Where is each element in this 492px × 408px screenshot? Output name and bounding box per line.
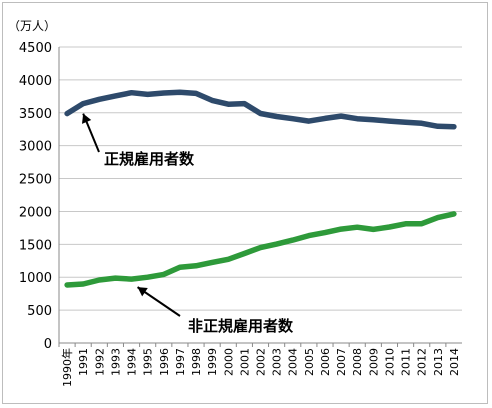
y-tick-label: 1000: [19, 271, 52, 286]
data-point: [420, 222, 424, 226]
data-point: [307, 234, 311, 238]
x-tick-label: 1992: [93, 348, 106, 376]
x-tick-label: 2009: [367, 348, 380, 376]
gridlines: [59, 46, 462, 344]
data-point: [355, 117, 359, 121]
x-tick-label: 1998: [190, 348, 203, 376]
data-point: [97, 278, 101, 282]
data-point: [97, 97, 101, 101]
x-tick-label: 2012: [416, 348, 429, 376]
x-tick-label: 2004: [287, 348, 300, 376]
data-point: [178, 265, 182, 269]
x-axis: 1990年 1991 1992 1993 1994 1995 1996 1997 1998 199…: [58, 342, 462, 387]
data-point: [387, 119, 391, 123]
y-axis: 0 500 1000 1500 2000 2500 3000 3500 4000 4500: [19, 41, 60, 352]
data-point: [355, 225, 359, 229]
data-point: [65, 112, 69, 116]
data-point: [323, 231, 327, 235]
data-point: [242, 102, 246, 106]
y-tick-label: 3500: [19, 107, 52, 122]
x-tick-label: 2005: [303, 348, 316, 376]
data-point: [404, 120, 408, 124]
x-tick-label: 1994: [126, 348, 139, 376]
data-point: [436, 124, 440, 128]
x-tick-label: 2014: [448, 348, 461, 376]
y-unit-label: （万人）: [8, 19, 56, 33]
x-tick-label: 2006: [319, 348, 332, 376]
data-point: [307, 119, 311, 123]
data-point: [194, 91, 198, 95]
annotation-arrowhead: [81, 113, 92, 124]
data-point: [259, 112, 262, 116]
data-point: [113, 94, 117, 98]
y-tick-label: 4500: [19, 41, 52, 56]
x-tick-label: 2002: [255, 348, 268, 376]
data-point: [146, 275, 150, 279]
series-lines: [64, 89, 457, 288]
data-point: [162, 272, 166, 276]
x-tick-label: 2010: [383, 348, 396, 376]
x-tick-label: 1997: [174, 348, 187, 376]
data-point: [81, 282, 85, 286]
data-point: [323, 116, 327, 120]
data-point: [130, 277, 134, 281]
data-point: [387, 225, 391, 229]
series-line-0: [64, 89, 457, 130]
y-tick-label: 0: [44, 337, 52, 352]
data-point: [226, 102, 230, 106]
x-tick-label: 2001: [238, 348, 251, 376]
data-point: [371, 118, 375, 122]
series-line-1: [64, 211, 457, 288]
data-point: [339, 227, 343, 231]
annotation-label: 非正規雇用者数: [188, 317, 294, 335]
x-tick-label: 2000: [222, 348, 235, 376]
x-tick-label: 1999: [206, 348, 219, 376]
x-tick-label: 1993: [109, 348, 122, 376]
data-point: [420, 121, 424, 125]
data-point: [339, 114, 343, 118]
data-point: [436, 216, 440, 220]
data-point: [242, 252, 246, 256]
x-tick-label: 2007: [335, 348, 348, 376]
data-point: [113, 276, 117, 280]
y-tick-label: 2500: [19, 173, 52, 188]
data-point: [81, 102, 85, 106]
x-tick-label: 1991: [77, 348, 90, 376]
annotation-label: 正規雇用者数: [104, 150, 195, 168]
data-point: [452, 125, 456, 129]
y-tick-label: 4000: [19, 74, 52, 89]
data-point: [291, 117, 295, 121]
data-point: [259, 246, 262, 250]
data-point: [291, 238, 295, 242]
data-point: [371, 227, 375, 231]
annotation-arrowhead: [137, 287, 148, 297]
data-point: [146, 92, 150, 96]
x-tick-label: 1990年: [60, 348, 74, 387]
x-tick-label: 1996: [158, 348, 171, 376]
data-point: [178, 90, 182, 94]
data-point: [162, 91, 166, 95]
data-point: [226, 257, 230, 261]
data-point: [275, 114, 279, 118]
data-point: [210, 98, 214, 102]
data-point: [275, 242, 279, 246]
chart-frame: [2, 2, 488, 404]
y-tick-label: 3000: [19, 140, 52, 155]
x-tick-label: 2011: [400, 348, 413, 376]
x-tick-label: 1995: [142, 348, 155, 376]
y-tick-label: 2000: [19, 205, 52, 220]
y-tick-label: 1500: [19, 238, 52, 253]
x-tick-label: 2008: [351, 348, 364, 376]
data-point: [452, 212, 456, 216]
data-point: [404, 222, 408, 226]
data-point: [65, 283, 69, 287]
x-tick-label: 2013: [432, 348, 445, 376]
data-point: [194, 264, 198, 268]
y-tick-label: 500: [27, 304, 52, 319]
data-point: [130, 91, 134, 95]
data-point: [210, 260, 214, 264]
x-tick-label: 2003: [271, 348, 284, 376]
